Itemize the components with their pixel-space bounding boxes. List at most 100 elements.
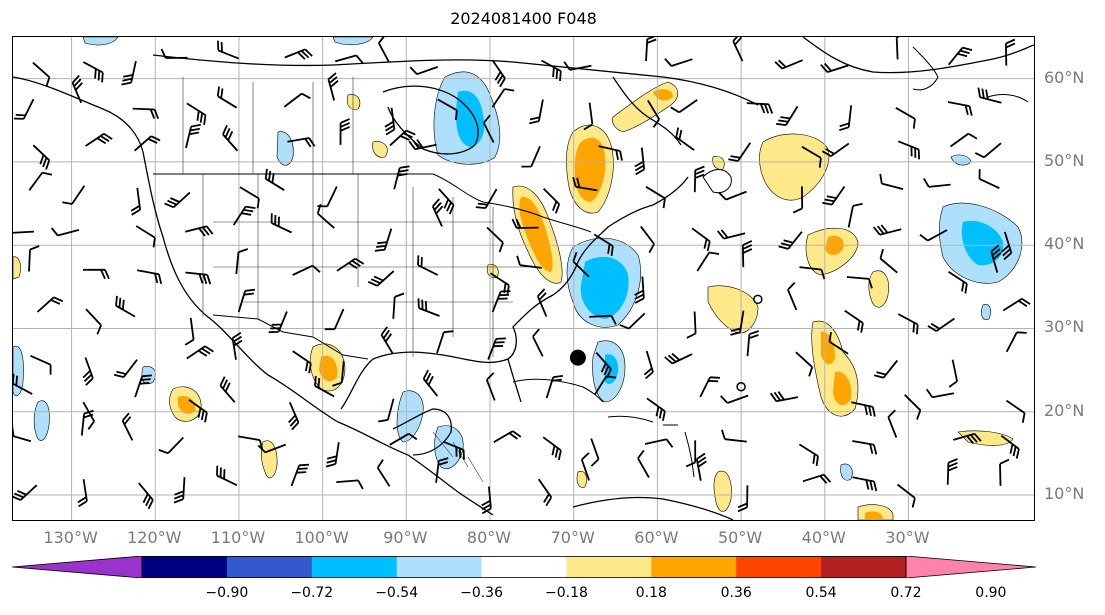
shade-yellow-sub-trop: [811, 320, 859, 417]
wind-barb: [699, 376, 720, 398]
wind-barb: [367, 270, 395, 287]
wind-barb: [593, 375, 617, 396]
shade-blue-nw: [82, 37, 119, 46]
coast-lesser-antilles: [684, 431, 695, 478]
longitude-label: 90°W: [383, 528, 428, 547]
border-states-a: [202, 174, 533, 357]
wind-barbs-layer: [13, 37, 1031, 515]
wind-barb: [718, 190, 747, 201]
wind-barb: [787, 281, 798, 311]
wind-barb: [62, 185, 86, 205]
wind-barb: [292, 264, 321, 276]
wind-barb: [844, 309, 864, 333]
wind-barb: [746, 102, 774, 114]
shade-blue-ne-sm: [981, 304, 991, 320]
wind-barb: [839, 105, 853, 132]
shade-blue-bc: [276, 131, 294, 166]
wind-barb: [872, 224, 902, 236]
wind-barb: [13, 230, 34, 234]
wind-barb: [778, 231, 803, 250]
longitude-label: 40°W: [801, 528, 846, 547]
coast-labrador: [612, 76, 682, 146]
wind-barb: [572, 176, 598, 192]
latitude-label: 30°N: [1044, 317, 1085, 337]
wind-barb: [50, 227, 80, 237]
wind-barb: [493, 430, 522, 443]
colorbar-swatch: [396, 556, 483, 578]
wind-barb: [799, 266, 826, 280]
wind-barb: [537, 478, 553, 507]
longitude-label: 100°W: [294, 528, 349, 547]
wind-barb: [619, 312, 646, 330]
wind-barb: [431, 198, 444, 227]
wind-barb: [82, 357, 94, 386]
colorbar-swatch: [226, 556, 313, 578]
latitude-label: 40°N: [1044, 234, 1085, 254]
wind-barb: [85, 133, 113, 147]
wind-barb: [185, 123, 201, 149]
wind-barb: [270, 213, 292, 234]
wind-barb: [852, 440, 878, 455]
wind-barb: [438, 188, 455, 215]
wind-barb: [897, 313, 919, 335]
longitude-label: 60°W: [634, 528, 679, 547]
wind-barb: [541, 59, 562, 81]
shade-yellow-mid-atl-a: [707, 285, 759, 334]
coast-yucatan: [392, 408, 452, 456]
wind-barb: [746, 330, 759, 357]
wind-barb: [314, 375, 335, 398]
wind-barb: [664, 352, 693, 365]
wind-barb: [923, 177, 951, 188]
wind-barb: [481, 486, 492, 515]
shade-orange-quebec: [574, 137, 606, 202]
wind-barb: [851, 401, 876, 417]
shade-orange-great-lakes: [519, 196, 553, 272]
wind-barb: [325, 442, 340, 468]
colorbar-extend-low: [11, 555, 143, 579]
wind-barb: [188, 399, 208, 423]
shade-blue-gulf-honduras: [396, 390, 424, 443]
wind-barb: [491, 59, 506, 88]
wind-barb: [978, 169, 1000, 190]
wind-barb: [231, 331, 243, 360]
wind-barb: [974, 142, 1002, 159]
wind-barb: [482, 114, 495, 143]
wind-barb: [216, 465, 238, 487]
coast-arctic: [152, 54, 759, 106]
wind-barb: [947, 101, 973, 116]
wind-barb: [491, 88, 515, 108]
wind-barb: [545, 375, 564, 399]
wind-barb: [134, 135, 161, 152]
wind-barb: [536, 288, 548, 317]
colorbar-swatch: [142, 556, 228, 578]
coast-south-america: [572, 496, 734, 520]
coast-newfoundland: [702, 169, 732, 194]
shade-orange-labrador-sea: [653, 89, 673, 101]
wind-barb: [696, 251, 720, 272]
wind-barb: [873, 359, 899, 379]
wind-barb: [380, 326, 394, 355]
wind-barb: [374, 228, 393, 252]
colorbar-swatch: [651, 556, 737, 578]
wind-barb: [32, 144, 51, 170]
wind-barb: [288, 401, 300, 431]
coast-hispaniola: [607, 415, 654, 423]
coast-gulf-mexico: [340, 176, 689, 410]
wind-barb: [115, 295, 136, 318]
wind-barb: [491, 290, 511, 313]
shade-blue-bottom: [840, 463, 853, 481]
coastlines-and-borders: [13, 37, 1034, 520]
longitude-label: 110°W: [210, 528, 266, 547]
wind-barb: [268, 311, 288, 334]
wind-barb: [486, 226, 504, 253]
wind-barb: [378, 398, 395, 423]
wind-barb: [137, 269, 163, 285]
map-panel[interactable]: [12, 36, 1035, 521]
wind-barb: [953, 432, 982, 444]
latitude-label: 50°N: [1044, 150, 1085, 170]
wind-barb: [542, 436, 562, 461]
wind-barb: [138, 482, 154, 510]
wind-barb: [925, 388, 955, 399]
shade-blue-north: [332, 37, 374, 46]
open-circle-marker: [736, 382, 746, 392]
